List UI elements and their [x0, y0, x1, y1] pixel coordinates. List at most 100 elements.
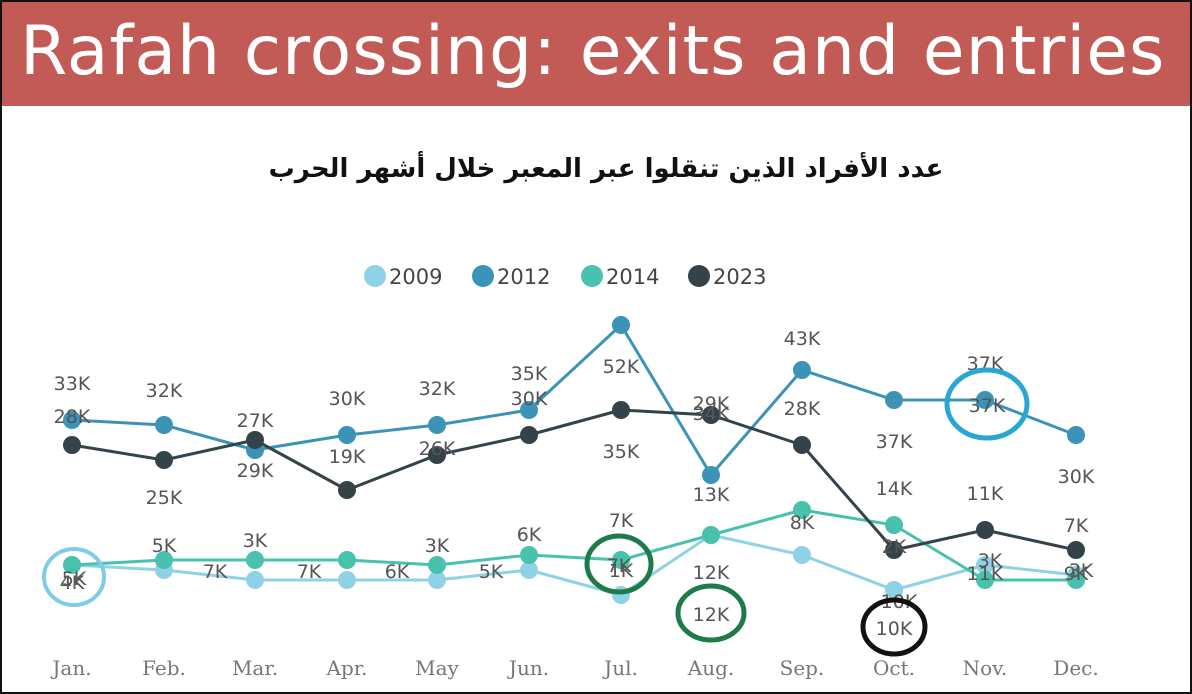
point-2009-Jun. — [520, 561, 538, 579]
x-tick-label: Oct. — [873, 656, 915, 680]
point-2014-Feb. — [155, 551, 173, 569]
data-label-2023-Nov.: 11K — [967, 483, 1004, 505]
series-line-2009 — [71, 533, 1077, 597]
point-2014-Jan. — [63, 556, 81, 574]
point-2012-Oct. — [885, 391, 903, 409]
data-label-2014-Nov.: 11K — [967, 563, 1004, 585]
point-2012-Sep. — [793, 361, 811, 379]
data-label-2012-Aug.: 34K — [693, 403, 730, 425]
data-label-2009-Apr.: 7K — [297, 561, 322, 583]
callout-circle-5K — [42, 547, 106, 607]
callout-label-12K: 12K — [693, 604, 730, 626]
data-label-2009-Aug.: 13K — [693, 484, 730, 506]
callout-circle-37K — [944, 367, 1030, 441]
data-label-2009-Jun.: 5K — [479, 561, 504, 583]
data-label-2012-Jun.: 35K — [511, 363, 548, 385]
point-2009-Sep. — [793, 546, 811, 564]
point-2014-Nov. — [976, 571, 994, 589]
point-2014-Sep. — [793, 501, 811, 519]
callout-label-5K: 5K — [62, 568, 87, 590]
point-2014-Oct. — [885, 516, 903, 534]
point-2023-Sep. — [793, 436, 811, 454]
data-label-2023-Jan.: 28K — [54, 406, 91, 428]
chart-title: عدد الأفراد الذين تنقلوا عبر المعبر خلال… — [268, 154, 944, 184]
point-2023-Jun. — [520, 426, 538, 444]
point-2012-Jan. — [63, 411, 81, 429]
point-2009-Mar. — [246, 571, 264, 589]
data-label-2014-Jun.: 6K — [517, 524, 542, 546]
point-2014-Dec. — [1067, 571, 1085, 589]
series-line-2014 — [71, 508, 1076, 582]
point-2014-Apr. — [338, 551, 356, 569]
legend-marker-2023 — [688, 265, 710, 287]
data-label-2009-Feb.: 5K — [152, 535, 177, 557]
data-label-2012-May: 32K — [419, 378, 456, 400]
x-tick-label: Aug. — [687, 656, 734, 680]
x-tick-label: May — [415, 656, 459, 680]
data-label-2023-Mar.: 29K — [237, 460, 274, 482]
data-label-2012-Apr.: 30K — [329, 388, 366, 410]
point-2014-Jul. — [612, 551, 630, 569]
title-banner: Rafah crossing: exits and entries — [2, 2, 1190, 106]
callout-circle-7K — [584, 533, 654, 595]
data-label-2014-May: 3K — [425, 535, 450, 557]
callout-label-7K: 7K — [607, 555, 632, 577]
point-2012-Dec. — [1067, 426, 1085, 444]
data-label-2023-Oct.: 2K — [882, 536, 907, 558]
data-label-2023-Aug.: 29K — [693, 393, 730, 415]
point-2014-Aug. — [702, 526, 720, 544]
data-label-2023-Jul.: 35K — [603, 441, 640, 463]
x-tick-label: Sep. — [780, 656, 825, 680]
x-tick-label: Feb. — [142, 656, 186, 680]
data-label-2009-Nov.: 3K — [978, 550, 1003, 572]
point-2012-Aug. — [702, 466, 720, 484]
point-2023-Jul. — [612, 401, 630, 419]
data-label-2014-Aug.: 12K — [693, 562, 730, 584]
x-tick-label: Jun. — [507, 656, 549, 680]
data-label-2023-May: 26K — [419, 438, 456, 460]
x-tick-label: Jul. — [602, 656, 638, 680]
data-label-2012-Jan.: 33K — [54, 373, 91, 395]
point-2009-May — [428, 571, 446, 589]
callout-circle-12K — [675, 583, 747, 643]
callout-circle-10K — [860, 597, 928, 657]
legend-label-2012: 2012 — [497, 265, 550, 289]
data-label-2009-Mar.: 7K — [203, 561, 228, 583]
point-2014-Jun. — [520, 546, 538, 564]
data-label-2023-Dec.: 7K — [1064, 515, 1089, 537]
legend-label-2009: 2009 — [389, 265, 442, 289]
point-2012-Jun. — [520, 401, 538, 419]
x-tick-label: Nov. — [963, 656, 1008, 680]
x-tick-label: Dec. — [1053, 656, 1098, 680]
x-tick-label: Jan. — [50, 656, 91, 680]
data-label-2014-Dec.: 9K — [1064, 563, 1089, 585]
x-tick-label: Mar. — [232, 656, 278, 680]
legend-label-2014: 2014 — [606, 265, 659, 289]
data-label-2009-Dec.: 3K — [1069, 560, 1094, 582]
point-2012-May — [428, 416, 446, 434]
legend-marker-2014 — [581, 265, 603, 287]
point-2009-Nov. — [976, 556, 994, 574]
point-2014-May — [428, 556, 446, 574]
point-2012-Apr. — [338, 426, 356, 444]
data-label-2014-Jul.: 7K — [609, 510, 634, 532]
point-2023-May — [428, 446, 446, 464]
point-2023-Mar. — [246, 431, 264, 449]
data-label-2009-Sep.: 8K — [790, 512, 815, 534]
point-2023-Oct. — [885, 541, 903, 559]
legend-label-2023: 2023 — [713, 265, 766, 289]
point-2023-Apr. — [338, 481, 356, 499]
data-label-2012-Feb.: 32K — [146, 380, 183, 402]
data-label-2012-Mar.: 27K — [237, 410, 274, 432]
data-label-2012-Sep.: 43K — [784, 328, 821, 350]
data-label-2023-Apr.: 19K — [329, 446, 366, 468]
point-2009-Apr. — [338, 571, 356, 589]
data-label-2012-Dec.: 30K — [1058, 466, 1095, 488]
point-2023-Nov. — [976, 521, 994, 539]
point-2014-Mar. — [246, 551, 264, 569]
point-2012-Feb. — [155, 416, 173, 434]
series-line-2023 — [71, 408, 1077, 552]
legend-marker-2012 — [472, 265, 494, 287]
